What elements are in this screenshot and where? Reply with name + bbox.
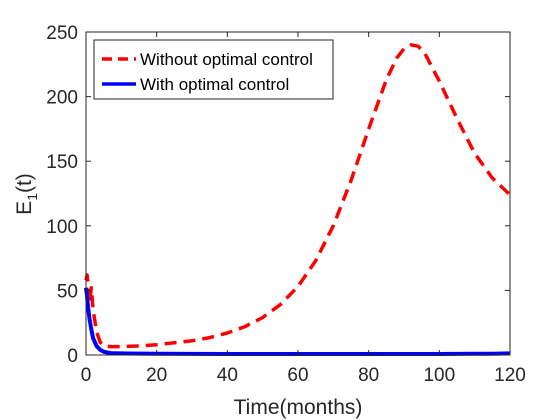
legend: Without optimal control With optimal con…	[93, 39, 334, 100]
x-tick-label: 20	[146, 365, 167, 386]
x-tick-label: 60	[287, 365, 308, 386]
y-axis-label-main: E	[13, 201, 36, 215]
x-tick-label: 80	[358, 365, 379, 386]
x-tick-label: 100	[423, 365, 455, 386]
legend-label-without-control: Without optimal control	[140, 50, 313, 69]
x-tick-label: 0	[81, 365, 92, 386]
legend-label-with-control: With optimal control	[140, 75, 289, 94]
y-tick-label: 100	[46, 217, 78, 238]
y-tick-label: 200	[46, 88, 78, 109]
y-tick-label: 0	[67, 346, 78, 367]
y-axis-label-tail: (t)	[13, 173, 36, 193]
series-line-without-optimal-control	[84, 43, 512, 349]
y-axis-label: E1(t)	[13, 173, 40, 215]
ticks-layer: 0 20 40 60 80 100 120 0 50 100 150 200 250	[46, 23, 526, 386]
y-tick-label: 150	[46, 152, 78, 173]
y-tick-label: 250	[46, 23, 78, 44]
y-tick-label: 50	[57, 281, 78, 302]
x-tick-label: 120	[494, 365, 526, 386]
x-tick-label: 40	[217, 365, 238, 386]
y-axis-label-subscript: 1	[24, 193, 40, 201]
x-axis-label: Time(months)	[234, 396, 363, 419]
legend-box	[93, 39, 334, 100]
